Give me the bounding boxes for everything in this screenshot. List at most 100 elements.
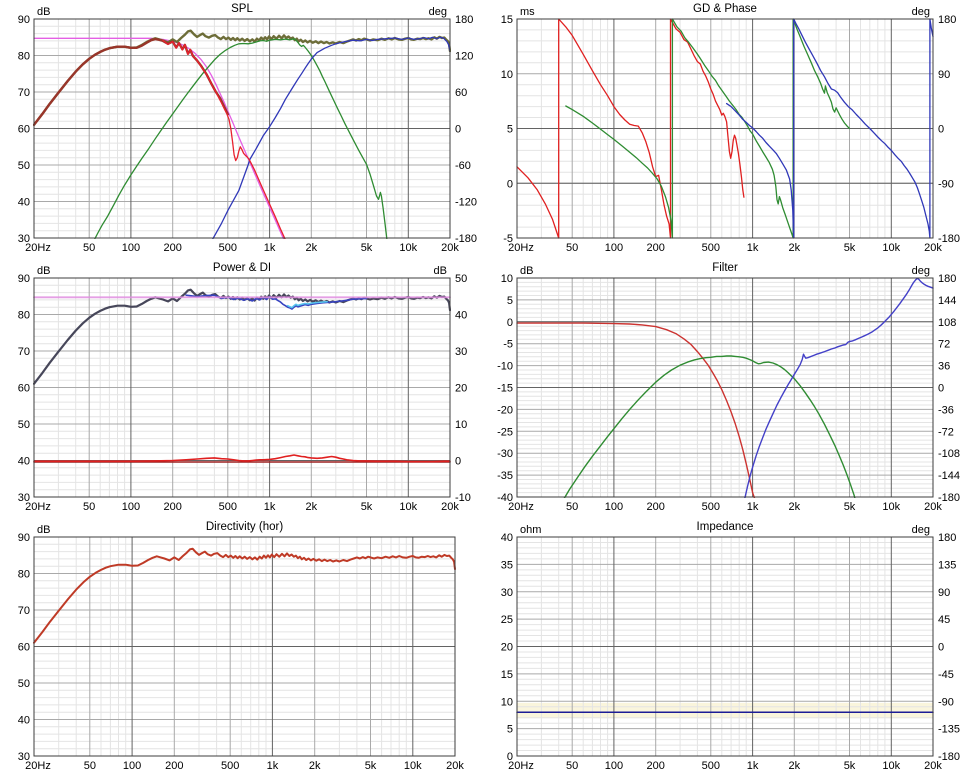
x-tick-label: 20Hz xyxy=(25,501,51,513)
series-group xyxy=(33,29,451,239)
y-tick-label: 15 xyxy=(501,14,513,26)
x-tick-label: 20Hz xyxy=(508,501,534,513)
y-tick-label-right: -36 xyxy=(938,404,954,416)
y-tick-label: -5 xyxy=(503,339,513,351)
chart-title: Directivity (hor) xyxy=(206,521,283,533)
chart-canvas: Power & DIdB90807060504030dB50403020100-… xyxy=(18,262,471,513)
y-tick-label: -10 xyxy=(497,361,513,373)
y-tick-label: -30 xyxy=(497,448,513,460)
series-group xyxy=(516,18,934,239)
right-axis-unit: deg xyxy=(912,265,930,277)
y-tick-label: -35 xyxy=(497,470,513,482)
right-axis-unit: deg xyxy=(429,6,447,18)
y-tick-label-right: 0 xyxy=(938,383,944,395)
y-tick-label: 70 xyxy=(18,87,30,99)
right-axis-unit: deg xyxy=(912,6,930,18)
x-tick-label: 500 xyxy=(221,760,239,772)
x-tick-label: 2k xyxy=(789,760,801,772)
y-tick-label-right: 40 xyxy=(455,310,467,322)
y-tick-label-right: -180 xyxy=(938,233,960,245)
y-tick-label: 5 xyxy=(507,724,513,736)
series-directivity-0deg xyxy=(33,547,456,644)
chart-canvas: GD & Phasems151050-5deg180900-90-18020Hz… xyxy=(501,3,960,254)
y-tick-label-right: 36 xyxy=(938,361,950,373)
y-tick-label: 40 xyxy=(18,715,30,727)
highlight-band xyxy=(517,702,933,719)
grid-major xyxy=(34,278,450,497)
plot-border xyxy=(516,536,934,757)
y-tick-label: 80 xyxy=(18,310,30,322)
y-tick-label: 0 xyxy=(507,751,513,763)
x-tick-label: 200 xyxy=(165,760,183,772)
x-tick-label: 10k xyxy=(882,760,900,772)
x-tick-label: 100 xyxy=(122,501,140,513)
chart-canvas: FilterdB1050-5-10-15-20-25-30-35-40deg18… xyxy=(497,262,960,513)
y-tick-label-right: 0 xyxy=(455,124,461,136)
y-tick-label: 40 xyxy=(18,197,30,209)
y-tick-label-right: 180 xyxy=(938,532,956,544)
x-tick-label: 20Hz xyxy=(25,760,51,772)
y-tick-label: 30 xyxy=(501,587,513,599)
y-tick-label: 10 xyxy=(501,69,513,81)
x-tick-label: 200 xyxy=(163,242,181,254)
x-tick-label: 50 xyxy=(83,501,95,513)
y-tick-label: -15 xyxy=(497,383,513,395)
chart-title: SPL xyxy=(231,3,253,15)
series-filter-bandpass-green xyxy=(563,355,856,498)
y-tick-label: -40 xyxy=(497,492,513,504)
chart-title: Power & DI xyxy=(213,262,271,274)
y-tick-label-right: -135 xyxy=(938,724,960,736)
x-tick-label: 500 xyxy=(702,242,720,254)
x-tick-label: 100 xyxy=(605,242,623,254)
x-tick-label: 500 xyxy=(219,242,237,254)
series-listening-window-blue xyxy=(185,294,368,310)
left-axis-unit: dB xyxy=(37,524,50,536)
y-tick-label: 30 xyxy=(18,751,30,763)
x-tick-label: 2k xyxy=(306,501,318,513)
series-woofer-red xyxy=(162,39,286,239)
x-tick-label: 500 xyxy=(702,760,720,772)
x-tick-label: 1k xyxy=(747,501,759,513)
y-tick-label: 90 xyxy=(18,532,30,544)
y-tick-label-right: 50 xyxy=(455,273,467,285)
left-axis-unit: dB xyxy=(37,265,50,277)
x-tick-label: 1k xyxy=(264,501,276,513)
y-tick-label-right: -180 xyxy=(938,492,960,504)
plot-border xyxy=(33,536,456,757)
chart-filter: Filter dB 10 5 0 -5 -10 -15 -20 -25 -30 -35 -40 deg 18… xyxy=(483,259,966,520)
y-tick-label: 50 xyxy=(18,678,30,690)
x-tick-label: 20Hz xyxy=(508,760,534,772)
chart-power-di: Power & DI dB 90 80 70 60 50 40 30 dB 50 40 30 20 10 0-… xyxy=(0,259,483,520)
y-tick-label: 0 xyxy=(507,317,513,329)
y-tick-label: 30 xyxy=(18,492,30,504)
y-tick-label: 15 xyxy=(501,669,513,681)
chart-title: Filter xyxy=(712,262,738,274)
x-tick-label: 20Hz xyxy=(25,242,51,254)
x-tick-label: 50 xyxy=(566,760,578,772)
series-filter-highpass-blue xyxy=(744,277,934,498)
plot-border xyxy=(33,277,451,498)
y-tick-label: 25 xyxy=(501,614,513,626)
y-tick-label: 60 xyxy=(18,383,30,395)
y-tick-label: 60 xyxy=(18,124,30,136)
y-tick-label: 5 xyxy=(507,295,513,307)
series-group xyxy=(33,288,451,463)
x-tick-label: 2k xyxy=(309,760,321,772)
grid-minor xyxy=(517,278,933,497)
x-tick-label: 5k xyxy=(844,760,856,772)
y-tick-label-right: -10 xyxy=(455,492,471,504)
y-tick-label-right: -144 xyxy=(938,470,960,482)
series-tweeter-blue xyxy=(212,36,451,239)
y-tick-label-right: 90 xyxy=(938,69,950,81)
x-tick-label: 200 xyxy=(646,760,664,772)
y-tick-label-right: 10 xyxy=(455,419,467,431)
x-tick-label: 1k xyxy=(264,242,276,254)
right-axis-unit: deg xyxy=(912,524,930,536)
x-tick-label: 5k xyxy=(844,501,856,513)
y-tick-label: 50 xyxy=(18,419,30,431)
chart-gd-phase: GD & Phase ms 15 10 5 0 -5 deg 180 90 0 -90 -180 20Hz… xyxy=(483,0,966,261)
grid-accent xyxy=(517,278,933,497)
series-group xyxy=(516,277,934,498)
y-tick-label-right: -180 xyxy=(455,233,477,245)
